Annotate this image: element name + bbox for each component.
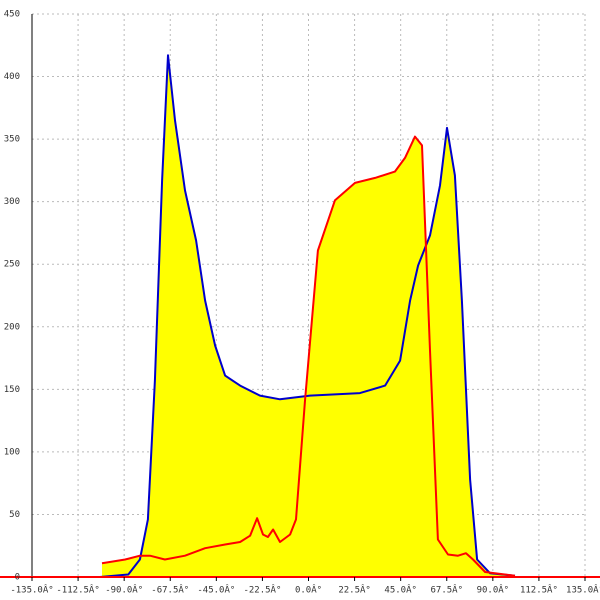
y-tick-label: 450	[4, 10, 20, 20]
x-tick-label: -90.0Â°	[105, 584, 143, 596]
x-tick-label: 22.5Â°	[338, 584, 371, 596]
y-tick-label: 300	[4, 197, 20, 207]
y-tick-label: 100	[4, 447, 20, 457]
series-line	[101, 135, 516, 577]
x-tick-label: -67.5Â°	[151, 584, 189, 596]
x-tick-label: -22.5Â°	[243, 584, 281, 596]
y-tick-label: 50	[9, 510, 20, 520]
labels: 0 50 100 150 200 250 300 350 400 450 -135.0Â° -112.…	[4, 10, 600, 596]
x-tick-label: -135.0Â°	[10, 584, 53, 596]
y-tick-label: 350	[4, 135, 20, 145]
lines	[99, 54, 516, 578]
x-tick-label: 67.5Â°	[430, 584, 463, 596]
area-fill	[102, 136, 515, 577]
x-tick-label: -112.5Â°	[56, 584, 99, 596]
series-line	[99, 54, 516, 578]
y-tick-label: 150	[4, 385, 20, 395]
y-tick-label: 400	[4, 72, 20, 82]
x-tick-label: 45.0Â°	[384, 584, 417, 596]
fills	[100, 55, 515, 578]
x-tick-label: -45.0Â°	[197, 584, 235, 596]
y-tick-label: 250	[4, 260, 20, 270]
x-tick-label: 90.0Â°	[477, 584, 510, 596]
x-tick-label: 0.0Â°	[295, 584, 322, 596]
y-tick-label: 0	[15, 573, 20, 583]
y-tick-label: 200	[4, 322, 20, 332]
x-tick-label: 135.0Â°	[566, 584, 600, 596]
x-tick-label: 112.5Â°	[520, 584, 558, 596]
